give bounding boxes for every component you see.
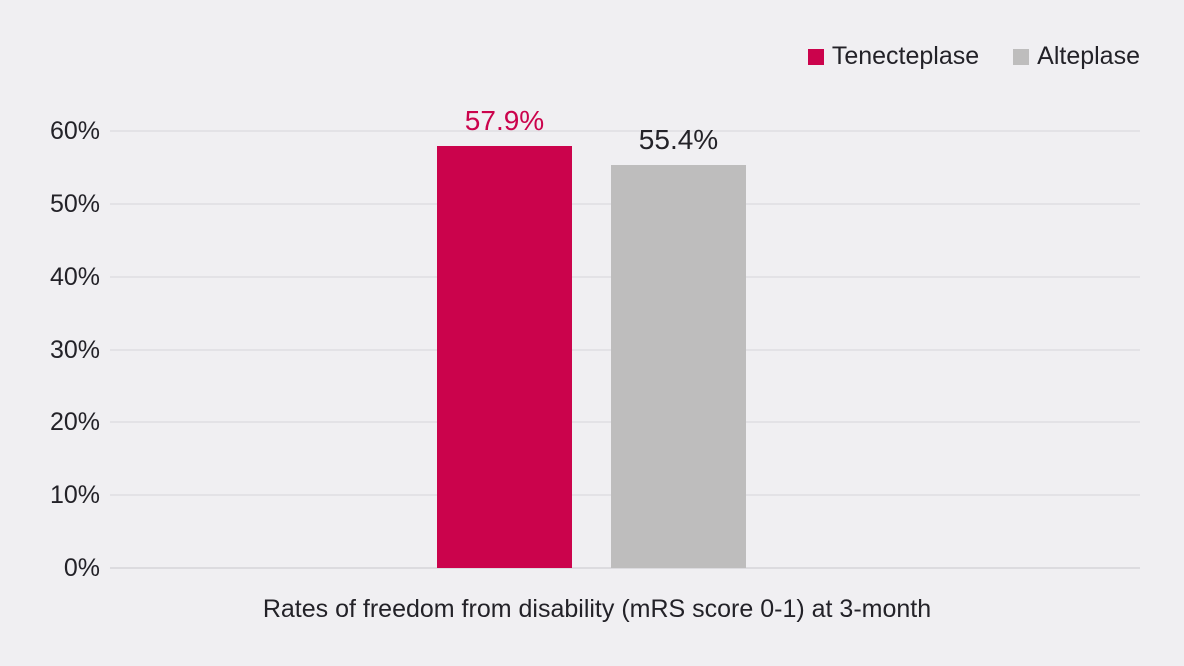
legend-item-alteplase: Alteplase (1013, 42, 1140, 71)
legend-item-tenecteplase: Tenecteplase (807, 42, 980, 71)
y-tick-label-50: 50% (49, 189, 100, 218)
x-axis-label: Rates of freedom from disability (mRS sc… (262, 595, 932, 623)
y-tick-label-60: 60% (49, 117, 100, 145)
legend-label-tenecteplase: Tenecteplase (831, 42, 980, 70)
y-tick-label-30: 30% (49, 335, 100, 364)
value-label-alteplase: 55.4% (638, 123, 719, 155)
y-tick-label-20: 20% (49, 408, 100, 437)
gridline-0 (110, 567, 1140, 569)
y-tick-label-10: 10% (49, 481, 100, 510)
alteplase-swatch-icon (1013, 48, 1030, 65)
bar-alteplase (611, 164, 746, 568)
bar-tenecteplase (437, 146, 572, 568)
value-label-tenecteplase: 57.9% (464, 105, 545, 137)
y-tick-label-0: 0% (63, 554, 100, 582)
tenecteplase-swatch-icon (807, 48, 824, 65)
legend: Tenecteplase Alteplase (807, 42, 1140, 71)
y-tick-label-40: 40% (49, 262, 100, 291)
gridline-60 (110, 130, 1140, 132)
legend-label-alteplase: Alteplase (1037, 42, 1140, 70)
